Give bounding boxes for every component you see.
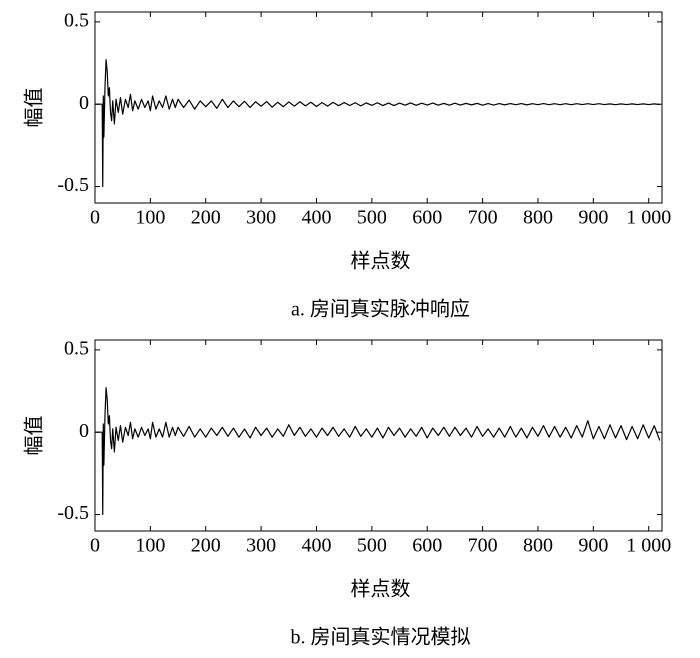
- x-tick-label: 200: [191, 535, 221, 557]
- y-tick-label: 0: [79, 420, 89, 442]
- x-tick-label: 1 000: [626, 535, 671, 557]
- x-tick-label: 700: [468, 535, 498, 557]
- x-tick-label: 500: [357, 535, 387, 557]
- signal-line: [95, 59, 660, 188]
- x-tick-label: 300: [246, 535, 276, 557]
- x-tick-label: 800: [523, 207, 553, 229]
- y-tick-label: 0.5: [64, 9, 89, 31]
- y-tick-label: 0.5: [64, 337, 89, 359]
- x-axis-label: 样点数: [351, 250, 411, 273]
- x-tick-label: 600: [412, 207, 442, 229]
- y-axis-label: 幅值: [23, 88, 46, 128]
- x-tick-label: 1 000: [626, 207, 671, 229]
- x-tick-label: 400: [301, 535, 331, 557]
- caption: a. 房间真实脉冲响应: [291, 298, 470, 321]
- plot-frame: [94, 339, 663, 532]
- y-axis-label: 幅值: [23, 416, 46, 456]
- x-tick-label: 400: [301, 207, 331, 229]
- plot-frame: [94, 11, 663, 204]
- x-tick-label: 0: [90, 535, 100, 557]
- x-tick-label: 300: [246, 207, 276, 229]
- y-tick-label: 0: [79, 92, 89, 114]
- x-tick-label: 900: [578, 535, 608, 557]
- caption: b. 房间真实情况模拟: [291, 626, 471, 649]
- x-tick-label: 100: [135, 207, 165, 229]
- x-tick-label: 700: [468, 207, 498, 229]
- x-axis-label: 样点数: [351, 578, 411, 601]
- signal-line: [95, 387, 661, 516]
- x-tick-label: 100: [135, 535, 165, 557]
- y-tick-label: -0.5: [57, 502, 89, 524]
- x-tick-label: 200: [191, 207, 221, 229]
- x-tick-label: 800: [523, 535, 553, 557]
- x-tick-label: 500: [357, 207, 387, 229]
- y-tick-label: -0.5: [57, 174, 89, 196]
- x-tick-label: 600: [412, 535, 442, 557]
- x-tick-label: 0: [90, 207, 100, 229]
- x-tick-label: 900: [578, 207, 608, 229]
